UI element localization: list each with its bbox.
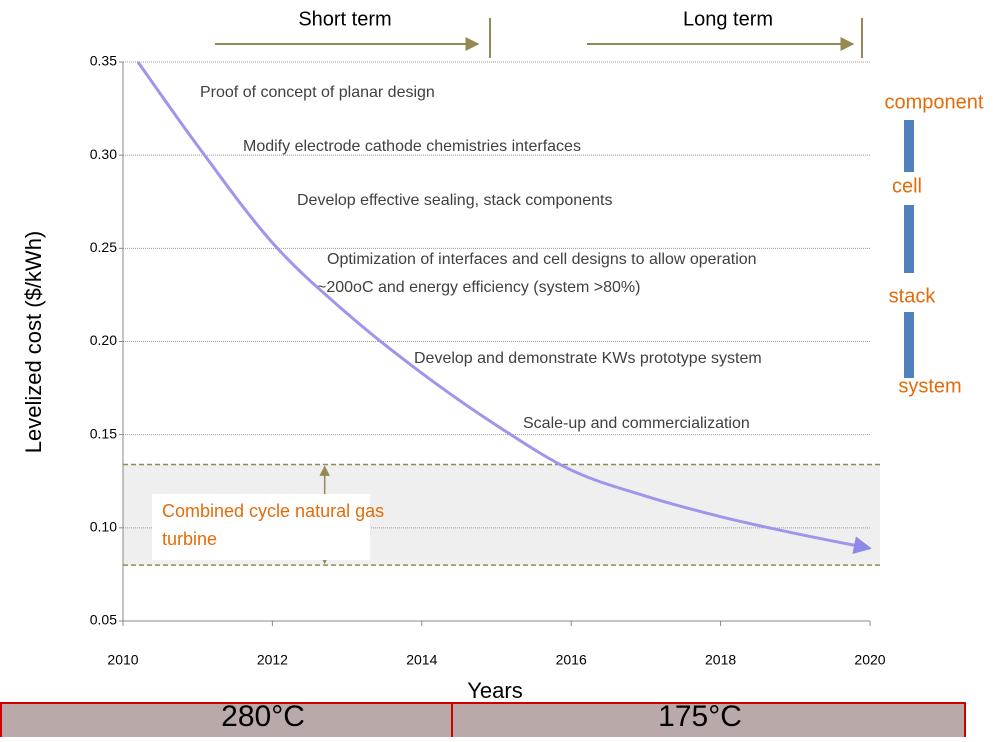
term-label: Long term bbox=[683, 8, 773, 30]
level-bars bbox=[904, 120, 914, 378]
y-tick-label: 0.35 bbox=[90, 53, 117, 69]
x-tick-label: 2020 bbox=[854, 652, 885, 668]
x-tick-label: 2014 bbox=[406, 652, 437, 668]
annotation: Scale-up and commercialization bbox=[523, 415, 750, 432]
x-tick-label: 2010 bbox=[107, 652, 138, 668]
photo-strip bbox=[1, 703, 965, 737]
x-tick-label: 2012 bbox=[257, 652, 288, 668]
annotation: Optimization of interfaces and cell desi… bbox=[327, 251, 757, 268]
level-label: stack bbox=[889, 285, 937, 307]
x-axis-label: Years bbox=[467, 678, 522, 703]
band-label: turbine bbox=[162, 529, 217, 549]
annotation: ~200oC and energy efficiency (system >80… bbox=[317, 279, 640, 296]
level-label: system bbox=[898, 375, 961, 397]
x-tick-label: 2016 bbox=[556, 652, 587, 668]
annotation: Develop effective sealing, stack compone… bbox=[297, 192, 612, 209]
temperature-label: 175°C bbox=[658, 700, 742, 733]
annotation: Modify electrode cathode chemistries int… bbox=[243, 138, 581, 155]
annotation: Proof of concept of planar design bbox=[200, 84, 435, 101]
y-tick-label: 0.30 bbox=[90, 146, 117, 162]
y-axis-label: Levelized cost ($/kWh) bbox=[21, 231, 46, 454]
x-tick-label: 2018 bbox=[705, 652, 736, 668]
y-tick-label: 0.15 bbox=[90, 425, 117, 441]
level-label: component bbox=[885, 91, 984, 113]
y-tick-label: 0.05 bbox=[90, 612, 117, 628]
chart: 280°C 175°C Short term Long term compone… bbox=[0, 0, 999, 737]
y-tick-label: 0.25 bbox=[90, 239, 117, 255]
term-label: Short term bbox=[298, 8, 391, 30]
level-label: cell bbox=[892, 175, 922, 197]
temperature-label: 280°C bbox=[221, 700, 305, 733]
band-label: Combined cycle natural gas bbox=[162, 501, 384, 521]
annotation: Develop and demonstrate KWs prototype sy… bbox=[414, 350, 762, 367]
y-tick-label: 0.10 bbox=[90, 519, 117, 535]
y-tick-label: 0.20 bbox=[90, 332, 117, 348]
